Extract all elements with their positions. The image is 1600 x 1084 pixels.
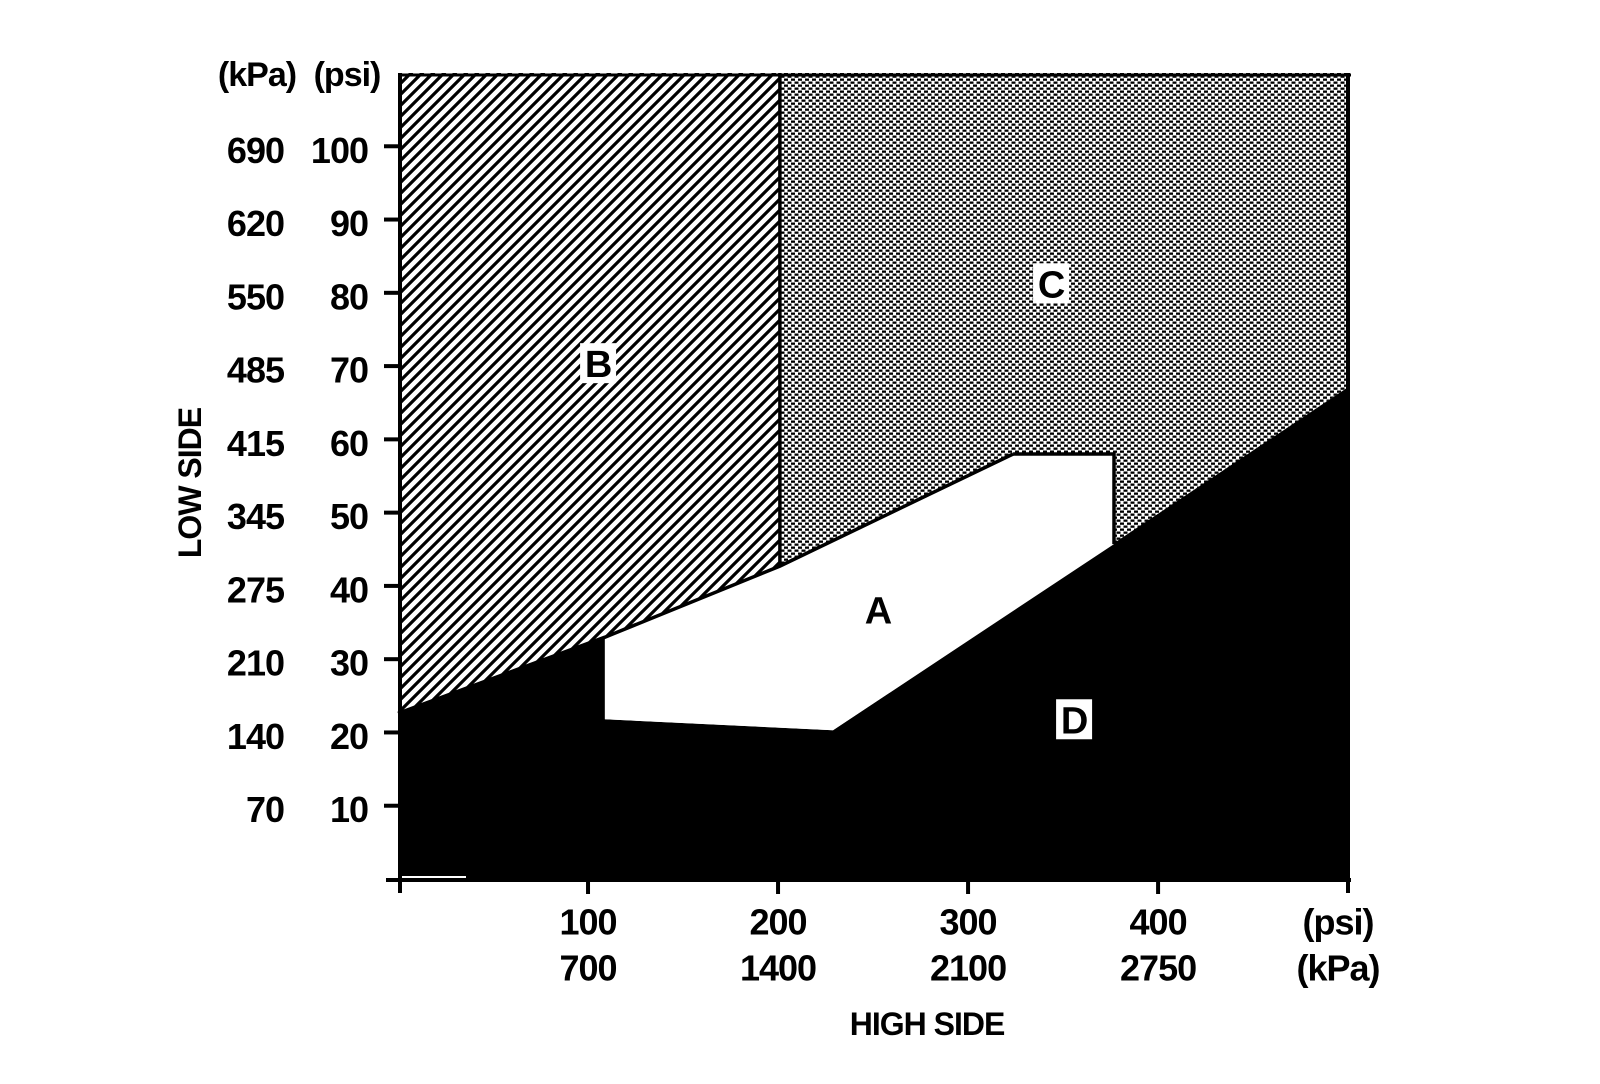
y-tick-label-kpa: 210 <box>227 643 284 684</box>
region-D-area <box>398 385 1350 879</box>
y-tick-label-kpa: 485 <box>227 350 285 391</box>
region-B-label-box <box>580 343 617 384</box>
x-tick-label-kpa: 2750 <box>1120 948 1196 989</box>
y-tick-label-psi: 70 <box>330 350 368 391</box>
y-tick-label-kpa: 70 <box>246 789 284 830</box>
region-A-label: A <box>865 590 892 632</box>
y-tick-label-psi: 90 <box>330 203 368 244</box>
tick-labels: 690 100 620 90 550 80 485 70 415 60 345 50 275 40 210 3… <box>227 130 1197 989</box>
x-tick-label-psi: 400 <box>1130 902 1187 943</box>
y-tick-label-psi: 40 <box>330 569 368 610</box>
region-D-label-box <box>1056 699 1093 740</box>
y-tick-label-kpa: 140 <box>227 716 284 757</box>
y-tick-label-kpa: 550 <box>227 276 284 317</box>
region-B-label: B <box>585 344 611 386</box>
region-D-label: D <box>1061 700 1087 742</box>
b-lower-diagonal-line <box>397 452 1014 716</box>
y-tick-label-kpa: 345 <box>227 496 285 537</box>
y-tick-label-kpa: 415 <box>227 423 285 464</box>
x-tick-label-psi: 100 <box>559 902 616 943</box>
x-axis-title: HIGH SIDE <box>850 1006 1005 1042</box>
y-tick-label-psi: 100 <box>311 130 368 171</box>
y-tick-label-psi: 20 <box>330 716 368 757</box>
x-tick-label-psi: 300 <box>940 902 997 943</box>
x-tick-label-kpa: 700 <box>559 948 616 989</box>
region-C-area <box>779 73 1350 567</box>
region-A-area <box>604 454 1114 731</box>
y-tick-label-psi: 50 <box>330 496 368 537</box>
x-tick-label-kpa: 2100 <box>930 948 1006 989</box>
boundary-lines <box>397 73 1116 716</box>
y-tick-label-kpa: 690 <box>227 130 284 171</box>
y-tick-label-psi: 80 <box>330 276 368 317</box>
y-tick-label-psi: 10 <box>330 789 368 830</box>
x-tick-label-kpa: 1400 <box>740 948 816 989</box>
region-C-label-box <box>1033 263 1070 304</box>
axis-artifact-dash <box>402 876 466 879</box>
x-axis-unit-label-psi: (psi) <box>1303 902 1374 943</box>
y-tick-label-psi: 30 <box>330 643 368 684</box>
axes <box>384 73 1351 894</box>
y-axis-title: LOW SIDE <box>172 407 208 558</box>
y-tick-label-kpa: 275 <box>227 569 285 610</box>
region-B-area <box>398 73 780 714</box>
region-areas <box>398 73 1350 879</box>
y-tick-label-kpa: 620 <box>227 203 284 244</box>
y-axis-unit-header-psi: (psi) <box>314 56 381 94</box>
x-tick-label-psi: 200 <box>750 902 807 943</box>
region-C-label: C <box>1038 264 1065 306</box>
a-top-right-outline-line <box>1013 452 1116 545</box>
x-axis-unit-label-kpa: (kPa) <box>1296 948 1379 989</box>
y-tick-label-psi: 60 <box>330 423 368 464</box>
y-axis-unit-header-kpa: (kPa) <box>218 56 296 94</box>
region-labels: B C D A <box>580 263 1093 742</box>
